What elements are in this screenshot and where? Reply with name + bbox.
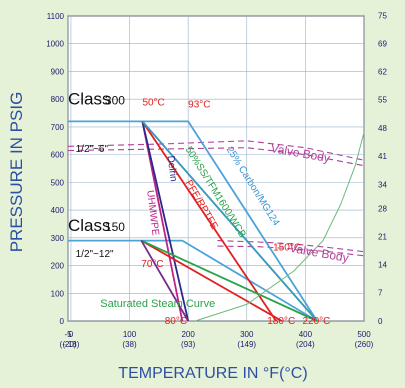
x-tick-label: 300 xyxy=(240,330,254,339)
y2-tick-label: 75 xyxy=(378,11,387,20)
x-tick-label: -5 xyxy=(64,330,72,339)
y2-tick-label: 7 xyxy=(378,288,383,297)
x-tick-celsius-label: (-18) xyxy=(62,340,79,349)
series-line-uhmwpe xyxy=(141,121,184,322)
annotation-label: 80°C xyxy=(165,316,187,327)
series-line-class-150 xyxy=(68,239,318,322)
y2-tick-label: 28 xyxy=(378,204,387,213)
y-tick-label: 600 xyxy=(51,151,65,160)
y2-tick-label: 55 xyxy=(378,96,387,105)
annotation-label: 93°C xyxy=(188,100,210,111)
y-tick-label: 100 xyxy=(51,289,65,298)
x-tick-celsius-label: (260) xyxy=(355,340,374,349)
y-tick-label: 1100 xyxy=(47,12,65,21)
y-tick-label: 900 xyxy=(51,67,65,76)
annotation-label: 150 xyxy=(105,220,125,234)
y2-tick-label: 0 xyxy=(378,317,383,326)
series-line-class-300 xyxy=(68,120,318,322)
y2-tick-label: 34 xyxy=(378,180,387,189)
x-tick-label: 400 xyxy=(299,330,313,339)
series-line-saturated-steam-curve xyxy=(195,132,365,322)
valve-body-envelopes xyxy=(67,140,365,257)
valve-body-envelope xyxy=(67,140,365,161)
y-tick-label: 0 xyxy=(60,317,65,326)
annotation-label: 50°C xyxy=(142,97,164,108)
series-line-green-150 xyxy=(140,239,318,322)
y2-tick-label: 14 xyxy=(378,261,387,270)
x-tick-label: 200 xyxy=(181,330,195,339)
y-axis-title: PRESSURE IN PSIG xyxy=(7,92,26,253)
valve-body-envelope xyxy=(217,245,365,257)
x-tick-celsius-label: (38) xyxy=(122,340,137,349)
series-line-delrin xyxy=(141,121,190,322)
x-tick-celsius-label: (204) xyxy=(296,340,315,349)
series-line-25-carbon-mg124 xyxy=(141,120,318,322)
valve-body-envelope xyxy=(67,147,365,167)
y2-tick-label: 69 xyxy=(378,39,387,48)
y-tick-label: 400 xyxy=(51,206,65,215)
annotation-label: 1/2"~6" xyxy=(76,144,109,155)
annotation-label: 70°C xyxy=(141,259,163,270)
y2-tick-label: 21 xyxy=(378,232,387,241)
annotation-label: 300 xyxy=(105,94,125,108)
annotation-label: Saturated Steam Curve xyxy=(100,298,215,310)
annotation-label: Delrin xyxy=(165,155,179,182)
series-lines xyxy=(68,120,365,322)
plot-area xyxy=(67,15,365,322)
y2-tick-label: 41 xyxy=(378,152,387,161)
annotation-label: Class xyxy=(68,90,111,109)
y2-tick-label: 48 xyxy=(378,124,387,133)
y-tick-label: 800 xyxy=(51,95,65,104)
x-tick-label: 500 xyxy=(357,330,371,339)
y-tick-label: 500 xyxy=(51,178,65,187)
annotation-label: 1/2"~12" xyxy=(76,249,114,260)
x-tick-label: 0 xyxy=(69,330,74,339)
y-tick-label: 200 xyxy=(51,262,65,271)
x-tick-celsius-label: (-20) xyxy=(60,340,77,349)
x-tick-celsius-label: (149) xyxy=(237,340,256,349)
x-tick-celsius-label: (93) xyxy=(181,340,196,349)
y-tick-label: 300 xyxy=(51,234,65,243)
x-tick-label: 100 xyxy=(123,330,137,339)
y-tick-label: 700 xyxy=(51,123,65,132)
axis-ticks: 0100200300400500600700800900100011000714… xyxy=(46,11,387,349)
grid-lines xyxy=(67,15,365,322)
y-tick-label: 1000 xyxy=(46,40,64,49)
y2-tick-label: 62 xyxy=(378,68,387,77)
series-line-pfe-rptfe xyxy=(141,120,277,322)
annotation-label: 180°C xyxy=(267,316,295,327)
annotation-label: Class xyxy=(68,216,111,235)
x-axis-title: TEMPERATURE IN °F(°C) xyxy=(118,365,307,382)
annotation-label: 150°C xyxy=(273,242,301,253)
series-line-red-150 xyxy=(140,239,283,322)
series-line-purple-150 xyxy=(140,240,189,322)
valve-body-envelope xyxy=(217,240,365,253)
annotation-label: 220°C xyxy=(302,316,330,327)
